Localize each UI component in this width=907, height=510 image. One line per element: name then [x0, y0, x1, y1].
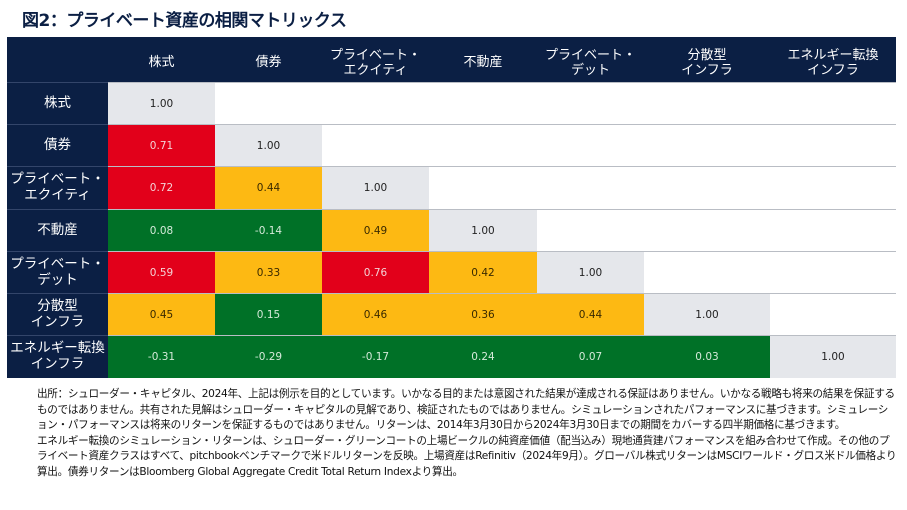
row-header: 債券: [7, 124, 108, 166]
footnotes: 出所：シュローダー・キャピタル、2024年、上記は例示を目的としています。いかな…: [37, 387, 897, 481]
heatmap-cell: 0.33: [215, 251, 322, 293]
empty-cell: [770, 209, 896, 251]
heatmap-cell: 0.07: [537, 335, 644, 378]
empty-cell: [429, 166, 537, 209]
heatmap-cell: 0.45: [108, 293, 215, 335]
column-header: 不動産: [429, 37, 537, 82]
column-header: 債券: [215, 37, 322, 82]
footnote-source: 出所：シュローダー・キャピタル、2024年、上記は例示を目的としています。いかな…: [37, 388, 895, 432]
chart-title: 図2：プライベート資産の相関マトリックス: [22, 11, 347, 31]
heatmap-cell: 0.49: [322, 209, 429, 251]
heatmap-cell: 0.72: [108, 166, 215, 209]
empty-cell: [537, 82, 644, 124]
column-header: プライベート・ エクイティ: [322, 37, 429, 82]
heatmap-cell: 1.00: [537, 251, 644, 293]
empty-cell: [644, 124, 770, 166]
correlation-matrix: 株式 債券 プライベート・ エクイティ 不動産 プライベート・ デット 分散型 インフラエ…: [7, 37, 896, 378]
empty-cell: [770, 293, 896, 335]
row-header: プライベート・ デット: [7, 251, 108, 293]
header-corner: [7, 37, 108, 82]
heatmap-cell: -0.17: [322, 335, 429, 378]
heatmap-cell: 0.08: [108, 209, 215, 251]
column-header: プライベート・ デット: [537, 37, 644, 82]
heatmap-cell: 0.36: [429, 293, 537, 335]
column-header: 分散型 インフラ: [644, 37, 770, 82]
footnote-method: エネルギー転換のシミュレーション・リターンは、シュローダー・グリーンコートの上場…: [37, 434, 897, 478]
heatmap-cell: 0.03: [644, 335, 770, 378]
empty-cell: [322, 82, 429, 124]
empty-cell: [215, 82, 322, 124]
column-header: 株式: [108, 37, 215, 82]
empty-cell: [770, 251, 896, 293]
empty-cell: [770, 82, 896, 124]
heatmap-cell: 1.00: [644, 293, 770, 335]
heatmap-cell: 1.00: [429, 209, 537, 251]
heatmap-cell: 0.44: [537, 293, 644, 335]
empty-cell: [644, 166, 770, 209]
empty-cell: [429, 82, 537, 124]
empty-cell: [770, 166, 896, 209]
row-header: プライベート・ エクイティ: [7, 166, 108, 209]
row-header: エネルギー転換 インフラ: [7, 335, 108, 378]
heatmap-cell: -0.14: [215, 209, 322, 251]
heatmap-cell: 0.15: [215, 293, 322, 335]
heatmap-cell: 1.00: [215, 124, 322, 166]
empty-cell: [537, 166, 644, 209]
empty-cell: [537, 209, 644, 251]
heatmap-cell: 0.42: [429, 251, 537, 293]
row-header: 株式: [7, 82, 108, 124]
heatmap-cell: 0.24: [429, 335, 537, 378]
empty-cell: [644, 209, 770, 251]
heatmap-cell: 0.44: [215, 166, 322, 209]
empty-cell: [429, 124, 537, 166]
empty-cell: [322, 124, 429, 166]
heatmap-cell: 0.46: [322, 293, 429, 335]
heatmap-cell: 1.00: [770, 335, 896, 378]
empty-cell: [770, 124, 896, 166]
heatmap-cell: -0.31: [108, 335, 215, 378]
heatmap-cell: 1.00: [108, 82, 215, 124]
empty-cell: [644, 82, 770, 124]
column-header: エネルギー転換 インフラ: [770, 37, 896, 82]
heatmap-cell: 1.00: [322, 166, 429, 209]
heatmap-cell: 0.71: [108, 124, 215, 166]
heatmap-cell: 0.59: [108, 251, 215, 293]
empty-cell: [644, 251, 770, 293]
heatmap-cell: 0.76: [322, 251, 429, 293]
empty-cell: [537, 124, 644, 166]
heatmap-cell: -0.29: [215, 335, 322, 378]
row-header: 分散型 インフラ: [7, 293, 108, 335]
row-header: 不動産: [7, 209, 108, 251]
